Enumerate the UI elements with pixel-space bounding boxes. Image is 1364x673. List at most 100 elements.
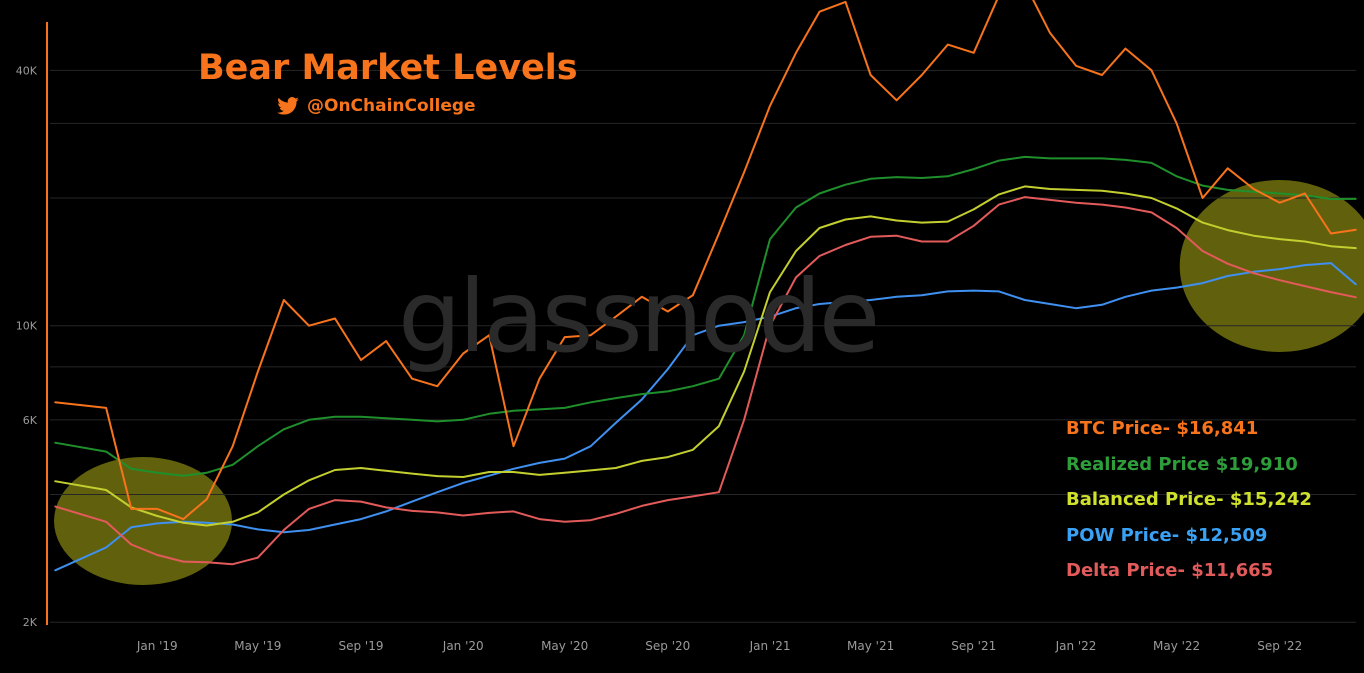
data-point xyxy=(743,334,745,336)
data-point xyxy=(257,556,259,559)
data-point xyxy=(538,377,541,380)
data-point xyxy=(334,523,336,526)
data-point xyxy=(1304,285,1306,287)
data-point xyxy=(130,526,133,528)
data-point xyxy=(920,177,923,179)
data-point xyxy=(462,476,465,478)
data-point xyxy=(869,299,872,301)
data-point xyxy=(795,206,797,209)
series xyxy=(54,0,1357,572)
data-point xyxy=(411,472,413,475)
x-tick-label: Jan '20 xyxy=(442,639,484,653)
data-point xyxy=(1304,192,1306,195)
data-point xyxy=(105,407,107,409)
data-point xyxy=(105,520,107,523)
data-point xyxy=(283,428,285,431)
x-tick-label: Sep '21 xyxy=(951,639,996,653)
data-point xyxy=(1355,247,1357,249)
data-point xyxy=(1075,189,1077,191)
y-tick-label: 2K xyxy=(23,616,38,629)
data-point xyxy=(615,422,617,424)
data-point xyxy=(589,334,592,336)
x-tick-label: May '20 xyxy=(541,639,588,653)
data-point xyxy=(920,74,923,76)
data-point xyxy=(156,515,159,517)
data-point xyxy=(385,469,387,472)
data-point xyxy=(895,219,898,222)
data-point xyxy=(844,1,847,3)
data-point xyxy=(1330,262,1332,264)
data-point xyxy=(360,415,362,418)
data-point xyxy=(257,445,259,447)
data-point xyxy=(692,495,694,498)
data-point xyxy=(795,51,797,54)
data-point xyxy=(1124,47,1127,50)
data-point xyxy=(334,499,336,501)
data-point xyxy=(205,522,208,524)
data-point xyxy=(844,218,847,221)
data-point xyxy=(436,491,439,494)
data-point xyxy=(692,448,694,451)
data-point xyxy=(920,294,923,297)
data-point xyxy=(105,546,107,549)
data-point xyxy=(640,295,643,298)
data-point xyxy=(488,474,491,477)
data-point xyxy=(54,505,56,508)
data-point xyxy=(385,510,387,513)
data-point xyxy=(1101,203,1103,206)
data-point xyxy=(283,493,285,496)
data-point xyxy=(1330,232,1332,235)
data-point xyxy=(538,474,541,476)
data-point xyxy=(1201,250,1204,252)
data-point xyxy=(1024,196,1026,198)
data-point xyxy=(105,489,107,491)
data-point xyxy=(615,513,617,515)
data-point xyxy=(769,104,771,107)
data-point xyxy=(512,467,515,470)
data-point xyxy=(1024,185,1026,188)
data-point xyxy=(998,193,1000,196)
data-point xyxy=(692,294,694,297)
chart-title: Bear Market Levels xyxy=(198,48,578,88)
data-point xyxy=(998,290,1000,293)
data-point xyxy=(1355,296,1357,299)
data-point xyxy=(1175,207,1178,210)
legend-realized-price: Realized Price $19,910 xyxy=(1066,453,1298,475)
data-point xyxy=(1252,190,1255,193)
data-point xyxy=(666,390,669,393)
data-point xyxy=(615,467,617,469)
data-point xyxy=(563,336,566,338)
data-point xyxy=(231,464,234,466)
data-point xyxy=(563,520,566,523)
data-point xyxy=(869,236,872,238)
data-point xyxy=(795,250,797,252)
data-point xyxy=(436,385,439,388)
data-point xyxy=(334,415,336,418)
data-point xyxy=(231,523,234,526)
data-point xyxy=(1201,282,1204,284)
x-tick-label: Sep '22 xyxy=(1257,639,1302,653)
data-point xyxy=(436,511,439,514)
data-point xyxy=(308,324,310,327)
data-point xyxy=(512,410,515,412)
twitter-bird-icon xyxy=(277,97,299,115)
data-point xyxy=(640,460,643,462)
data-point xyxy=(844,183,847,186)
data-point xyxy=(718,425,720,427)
data-point xyxy=(666,499,669,501)
data-point xyxy=(743,370,745,373)
data-point xyxy=(488,471,491,473)
data-point xyxy=(1175,286,1178,289)
data-point xyxy=(743,171,745,174)
data-point xyxy=(512,510,515,513)
data-point xyxy=(54,480,56,482)
data-point xyxy=(615,397,617,399)
data-point xyxy=(1150,197,1153,199)
data-point xyxy=(538,408,541,411)
data-point xyxy=(1049,303,1051,305)
data-point xyxy=(462,419,465,421)
grid xyxy=(50,69,1356,623)
data-point xyxy=(1252,234,1255,237)
data-point xyxy=(795,276,797,279)
data-point xyxy=(1175,175,1178,178)
